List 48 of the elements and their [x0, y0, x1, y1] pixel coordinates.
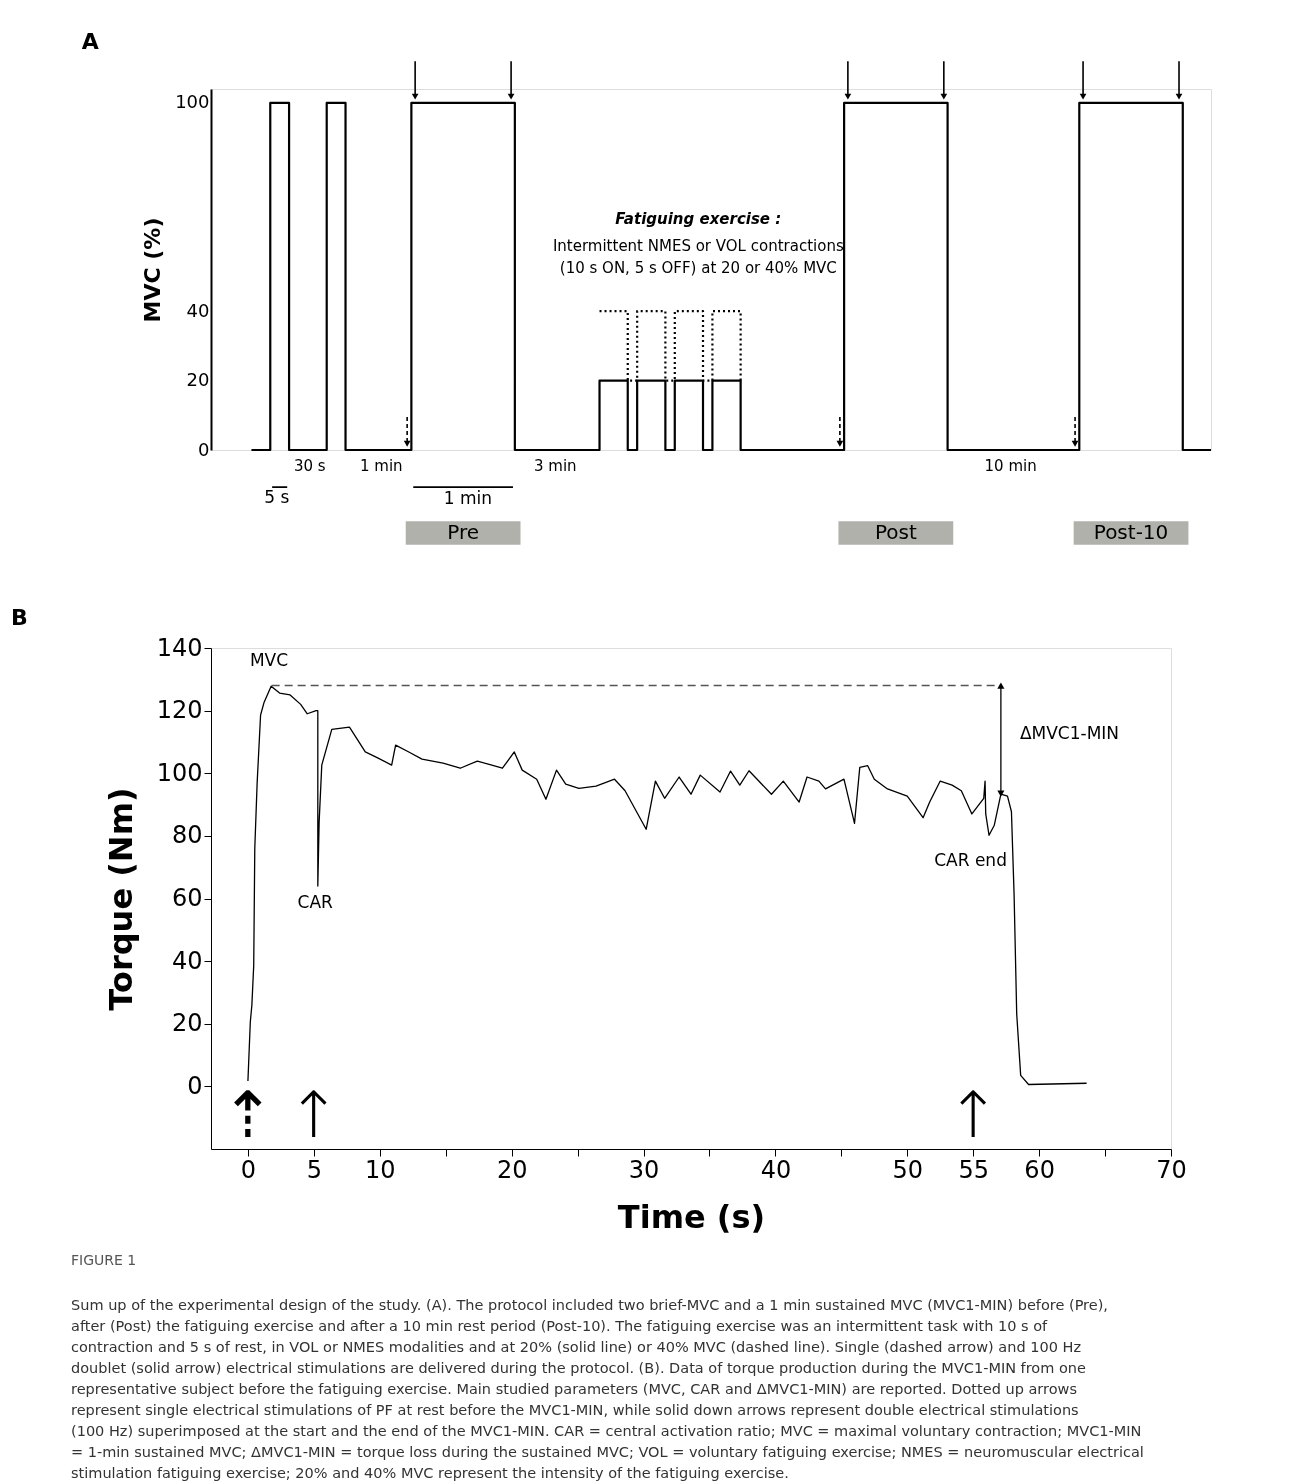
- y-tick-label: 140: [156, 633, 203, 662]
- text: Post: [874, 519, 917, 544]
- text: Pre: [447, 519, 480, 544]
- y-tick-label: 20: [171, 1009, 203, 1038]
- x-tick-label: 55: [958, 1155, 989, 1184]
- text: 30 s: [293, 456, 326, 475]
- text: B: [11, 605, 28, 630]
- text: 1 min: [443, 487, 492, 508]
- chart-title: A: [81, 29, 99, 55]
- y-tick-label: 40: [171, 946, 203, 975]
- annotation: CAR end: [934, 849, 1007, 870]
- text: Post-10: [1093, 519, 1169, 544]
- x-tick-label: 0: [240, 1155, 257, 1184]
- annotation: ↑: [287, 1077, 341, 1152]
- y-tick-label: 0: [187, 1071, 203, 1100]
- x-tick-label: 10: [365, 1155, 396, 1184]
- y-tick-label: 80: [171, 821, 203, 850]
- y-tick-label: 40: [186, 299, 210, 321]
- x-tick-label: 30: [628, 1155, 660, 1184]
- annotation: Fatiguing exercise :: [615, 209, 782, 228]
- y-tick-label: 60: [171, 884, 203, 912]
- x-tick-label: 70: [1156, 1155, 1187, 1184]
- annotation: ΔMVC1-MIN: [1019, 723, 1120, 744]
- annotation: CAR: [297, 892, 334, 913]
- x-axis-title: Time (s): [617, 1197, 766, 1236]
- x-tick-label: 5: [306, 1155, 322, 1184]
- annotation: MVC: [249, 650, 289, 671]
- x-tick-label: 50: [892, 1155, 924, 1184]
- x-tick-label: 20: [496, 1155, 528, 1184]
- annotation: (10 s ON, 5 s OFF) at 20 or 40% MVC: [559, 259, 837, 278]
- y-tick-label: 120: [156, 696, 203, 725]
- text: 5 s: [264, 486, 290, 507]
- x-tick-label: 40: [760, 1155, 792, 1184]
- text: 10 min: [984, 456, 1037, 475]
- y-tick-label: 100: [156, 758, 203, 787]
- annotation: Intermittent NMES or VOL contractions: [552, 236, 844, 255]
- y-axis-title: MVC (%): [140, 217, 166, 323]
- text: Sum up of the experimental design of the study. (A). The protocol included two brief-MVC and a 1 min sustained MVC (MVC1-MIN) before (Pre), after (Post) the fatiguing exercise and after a 10 min rest period (Post-10). The fatiguing exercise was an intermittent task with 10 s of contraction and 5 s of rest, in VOL or NMES modalities and at 20% (solid line) or 40% MVC (dashed line). Single (dashed arrow) and 100 Hz doublet (solid arrow) electrical stimulations are delivered during the protocol. (B). Data of torque production during the MVC1-MIN from one representative subject before the fatiguing exercise. Main studied parameters (MVC, CAR and ΔMVC1-MIN) are reported. Dotted up arrows represent single electrical stimulations of PF at rest before the MVC1-MIN, while solid down arrows represent double electrical stimulations (100 Hz) superimposed at the start and the end of the MVC1-MIN. CAR = central activation ratio; MVC = maximal voluntary contraction; MVC1-MIN = 1-min sustained MVC; ΔMVC1-MIN = torque loss during the sustained MVC; VOL = voluntary fatiguing exercise; NMES = neuromuscular electrical stimulation fatiguing exercise; 20% and 40% MVC represent the intensity of the fatiguing exercise.: [71, 1297, 1144, 1481]
- y-tick-label: 0: [198, 438, 210, 460]
- x-tick-label: 60: [1024, 1155, 1055, 1184]
- text: 1 min: [359, 456, 403, 475]
- text: 3 min: [534, 456, 577, 475]
- y-tick-label: 20: [186, 369, 210, 391]
- caption: FIGURE 1: [71, 1252, 137, 1268]
- annotation: ↑: [946, 1077, 1001, 1152]
- annotation: ⇡: [220, 1077, 275, 1152]
- y-axis-title: Torque (Nm): [101, 787, 140, 1011]
- y-tick-label: 100: [175, 91, 210, 113]
